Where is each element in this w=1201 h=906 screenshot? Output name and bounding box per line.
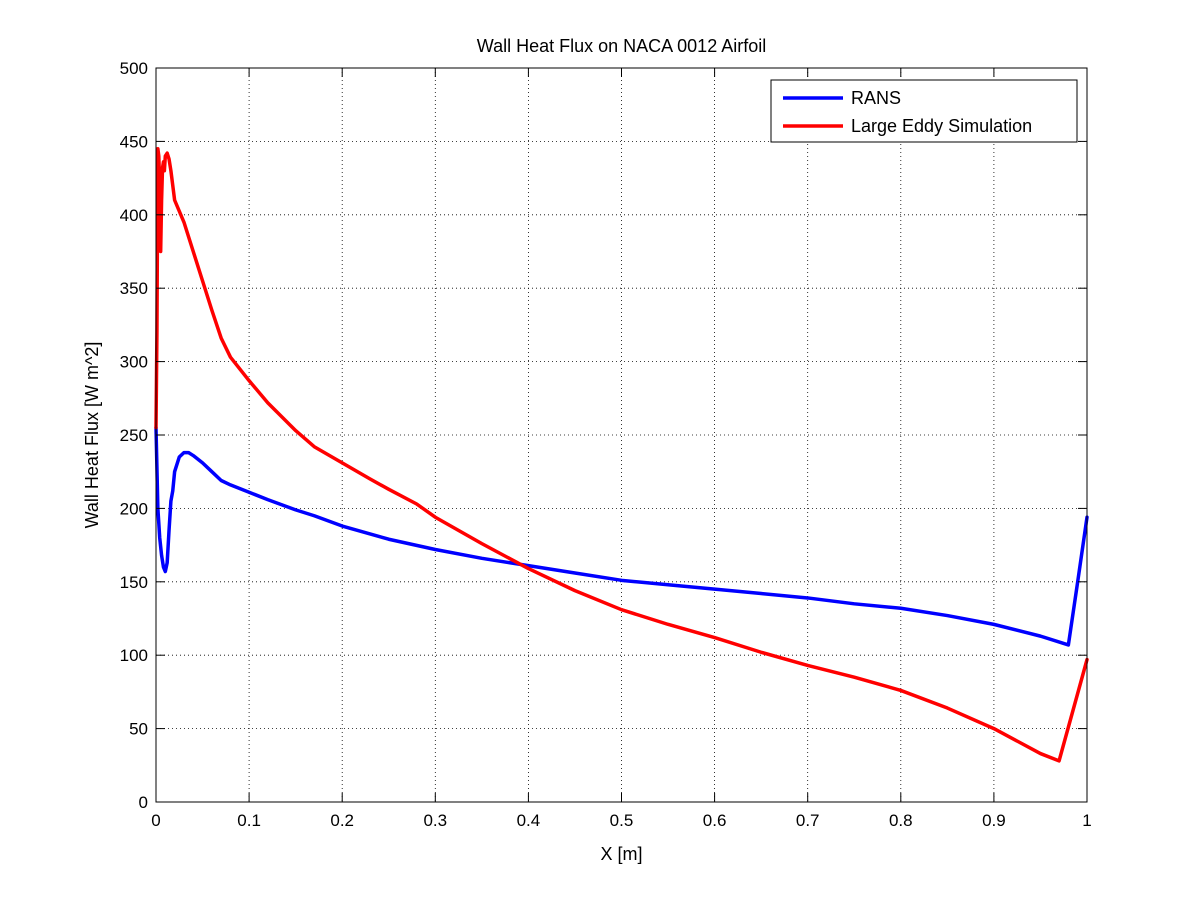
legend-box bbox=[770, 79, 1078, 143]
series-layer bbox=[154, 146, 1089, 763]
y-axis-label: Wall Heat Flux [W m^2] bbox=[82, 342, 102, 529]
y-tick-label: 250 bbox=[120, 426, 148, 445]
x-axis-label: X [m] bbox=[600, 844, 642, 864]
y-tick-label: 50 bbox=[129, 720, 148, 739]
x-tick-label: 0.7 bbox=[796, 811, 820, 830]
y-tick-label: 350 bbox=[120, 279, 148, 298]
x-tick-label: 0.5 bbox=[610, 811, 634, 830]
x-tick-label: 0 bbox=[151, 811, 160, 830]
series-line-les bbox=[154, 146, 1089, 763]
series-line-rans bbox=[154, 425, 1089, 647]
grid-layer bbox=[156, 68, 1087, 802]
y-tick-label: 300 bbox=[120, 353, 148, 372]
x-tick-label: 1 bbox=[1082, 811, 1091, 830]
axes-box bbox=[155, 67, 1088, 803]
y-tick-label: 150 bbox=[120, 573, 148, 592]
legend-label-rans: RANS bbox=[851, 88, 901, 108]
legend-label-les: Large Eddy Simulation bbox=[851, 116, 1032, 136]
y-tick-label: 450 bbox=[120, 132, 148, 151]
x-tick-label: 0.1 bbox=[237, 811, 261, 830]
x-tick-label: 0.3 bbox=[423, 811, 447, 830]
legend: RANS Large Eddy Simulation bbox=[770, 79, 1078, 143]
y-tick-label: 0 bbox=[139, 793, 148, 812]
x-tick-label: 0.9 bbox=[982, 811, 1006, 830]
y-tick-label: 100 bbox=[120, 646, 148, 665]
x-tick-label: 0.8 bbox=[889, 811, 913, 830]
chart-title: Wall Heat Flux on NACA 0012 Airfoil bbox=[477, 36, 766, 56]
y-tick-label: 200 bbox=[120, 499, 148, 518]
x-tick-label: 0.2 bbox=[330, 811, 354, 830]
y-tick-label: 400 bbox=[120, 206, 148, 225]
x-tick-label: 0.4 bbox=[517, 811, 541, 830]
x-tick-label: 0.6 bbox=[703, 811, 727, 830]
y-tick-label: 500 bbox=[120, 59, 148, 78]
ticks-layer: 0 0.1 0.2 0.3 0.4 0.5 0.6 0.7 0.8 0.9 1 0 50 100 150 20… bbox=[120, 59, 1092, 830]
